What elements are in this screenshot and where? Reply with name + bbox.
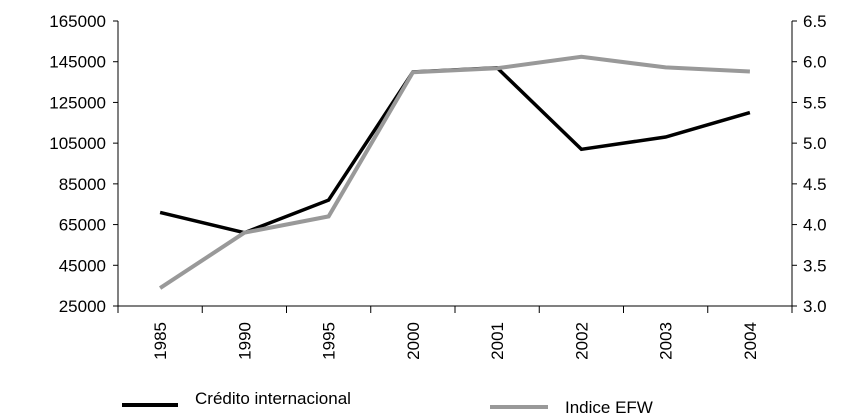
left-tick-label: 145000: [49, 53, 106, 72]
series-lines: [159, 54, 751, 290]
legend-label-credito: Crédito internacional: [195, 389, 351, 408]
left-tick-label: 125000: [49, 93, 106, 112]
x-axis: 1985 1990 1995 2000 2001 2002 2003 2004: [117, 305, 793, 360]
series-line-credito: [159, 66, 751, 235]
left-tick-label: 105000: [49, 134, 106, 153]
left-tick-label: 65000: [59, 216, 106, 235]
right-tick-label: 4.5: [803, 175, 827, 194]
left-tick-label: 25000: [59, 297, 106, 316]
right-tick-label: 6.0: [803, 53, 827, 72]
x-tick-label: 2003: [657, 322, 676, 360]
right-tick-label: 4.0: [803, 216, 827, 235]
right-tick-label: 6.5: [803, 12, 827, 31]
legend: Crédito internacional Indice EFW: [122, 389, 653, 417]
x-tick-label: 1990: [235, 322, 254, 360]
x-tick-label: 2004: [741, 322, 760, 360]
left-tick-label: 85000: [59, 175, 106, 194]
right-axis: 3.0 3.5 4.0 4.5 5.0 5.5 6.0 6.5: [791, 12, 827, 316]
right-tick-label: 3.5: [803, 256, 827, 275]
right-tick-label: 3.0: [803, 297, 827, 316]
x-tick-label: 1995: [320, 322, 339, 360]
x-tick-label: 2000: [404, 322, 423, 360]
left-axis: 25000 45000 65000 85000 105000 125000 145000 16…: [49, 12, 119, 316]
x-tick-label: 2002: [572, 322, 591, 360]
x-tick-label: 2001: [488, 322, 507, 360]
series-line-efw: [159, 54, 750, 290]
legend-label-efw: Indice EFW: [565, 398, 653, 417]
left-tick-label: 165000: [49, 12, 106, 31]
right-tick-label: 5.5: [803, 93, 827, 112]
right-tick-label: 5.0: [803, 134, 827, 153]
x-tick-label: 1985: [151, 322, 170, 360]
left-tick-label: 45000: [59, 256, 106, 275]
